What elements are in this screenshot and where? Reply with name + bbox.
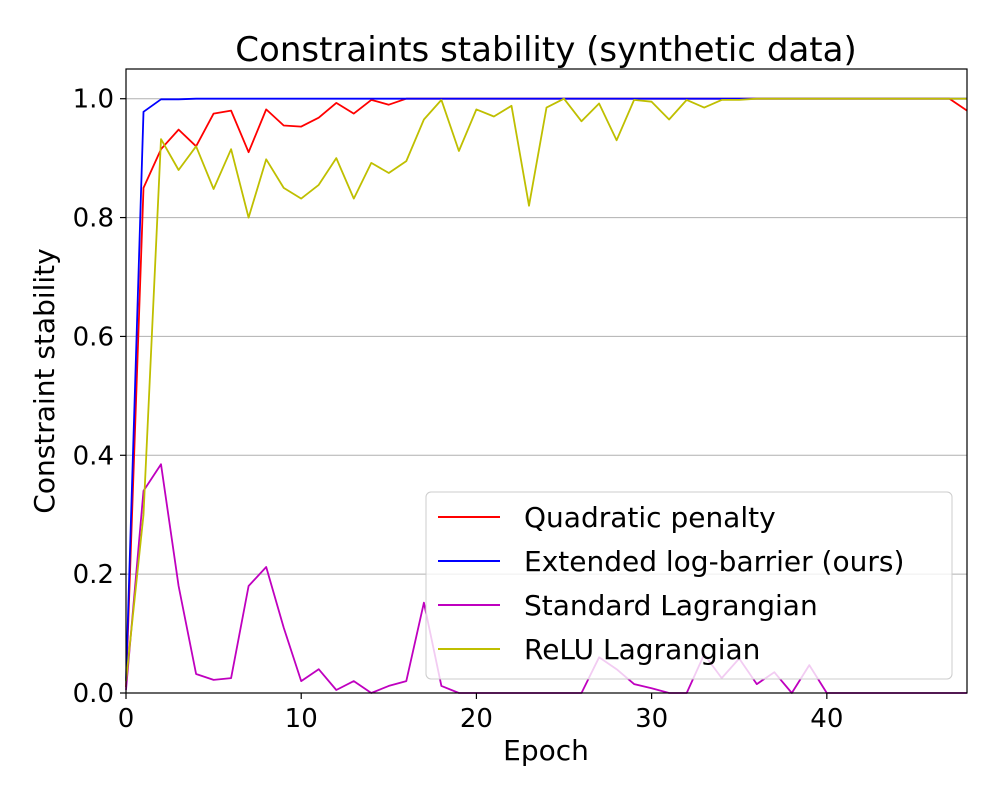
legend-label: Quadratic penalty	[524, 501, 776, 534]
x-axis-ticks: 0 10 20 30 40	[118, 693, 843, 734]
y-axis-ticks: 0.0 0.2 0.4 0.6 0.8 1.0	[73, 85, 126, 709]
legend-label: Standard Lagrangian	[524, 589, 818, 622]
y-tick-label: 0.0	[73, 679, 114, 709]
y-axis-label: Constraint stability	[28, 248, 61, 513]
x-tick-label: 20	[460, 704, 493, 734]
x-tick-label: 40	[810, 704, 843, 734]
x-axis-label: Epoch	[503, 734, 589, 767]
x-tick-label: 30	[635, 704, 668, 734]
x-tick-label: 0	[118, 704, 135, 734]
chart-title: Constraints stability (synthetic data)	[235, 30, 856, 70]
y-tick-label: 0.2	[73, 560, 114, 590]
y-tick-label: 1.0	[73, 85, 114, 115]
y-tick-label: 0.8	[73, 204, 114, 234]
legend-box	[425, 491, 953, 680]
legend: Quadratic penalty Extended log-barrier (o…	[425, 491, 953, 680]
x-tick-label: 10	[285, 704, 318, 734]
series-line-relu-lagrangian	[125, 97, 967, 682]
legend-label: ReLU Lagrangian	[524, 633, 760, 666]
y-tick-label: 0.6	[73, 322, 114, 352]
plot-frame	[125, 68, 968, 694]
y-tick-label: 0.4	[73, 441, 114, 471]
legend-label: Extended log-barrier (ours)	[524, 545, 904, 578]
